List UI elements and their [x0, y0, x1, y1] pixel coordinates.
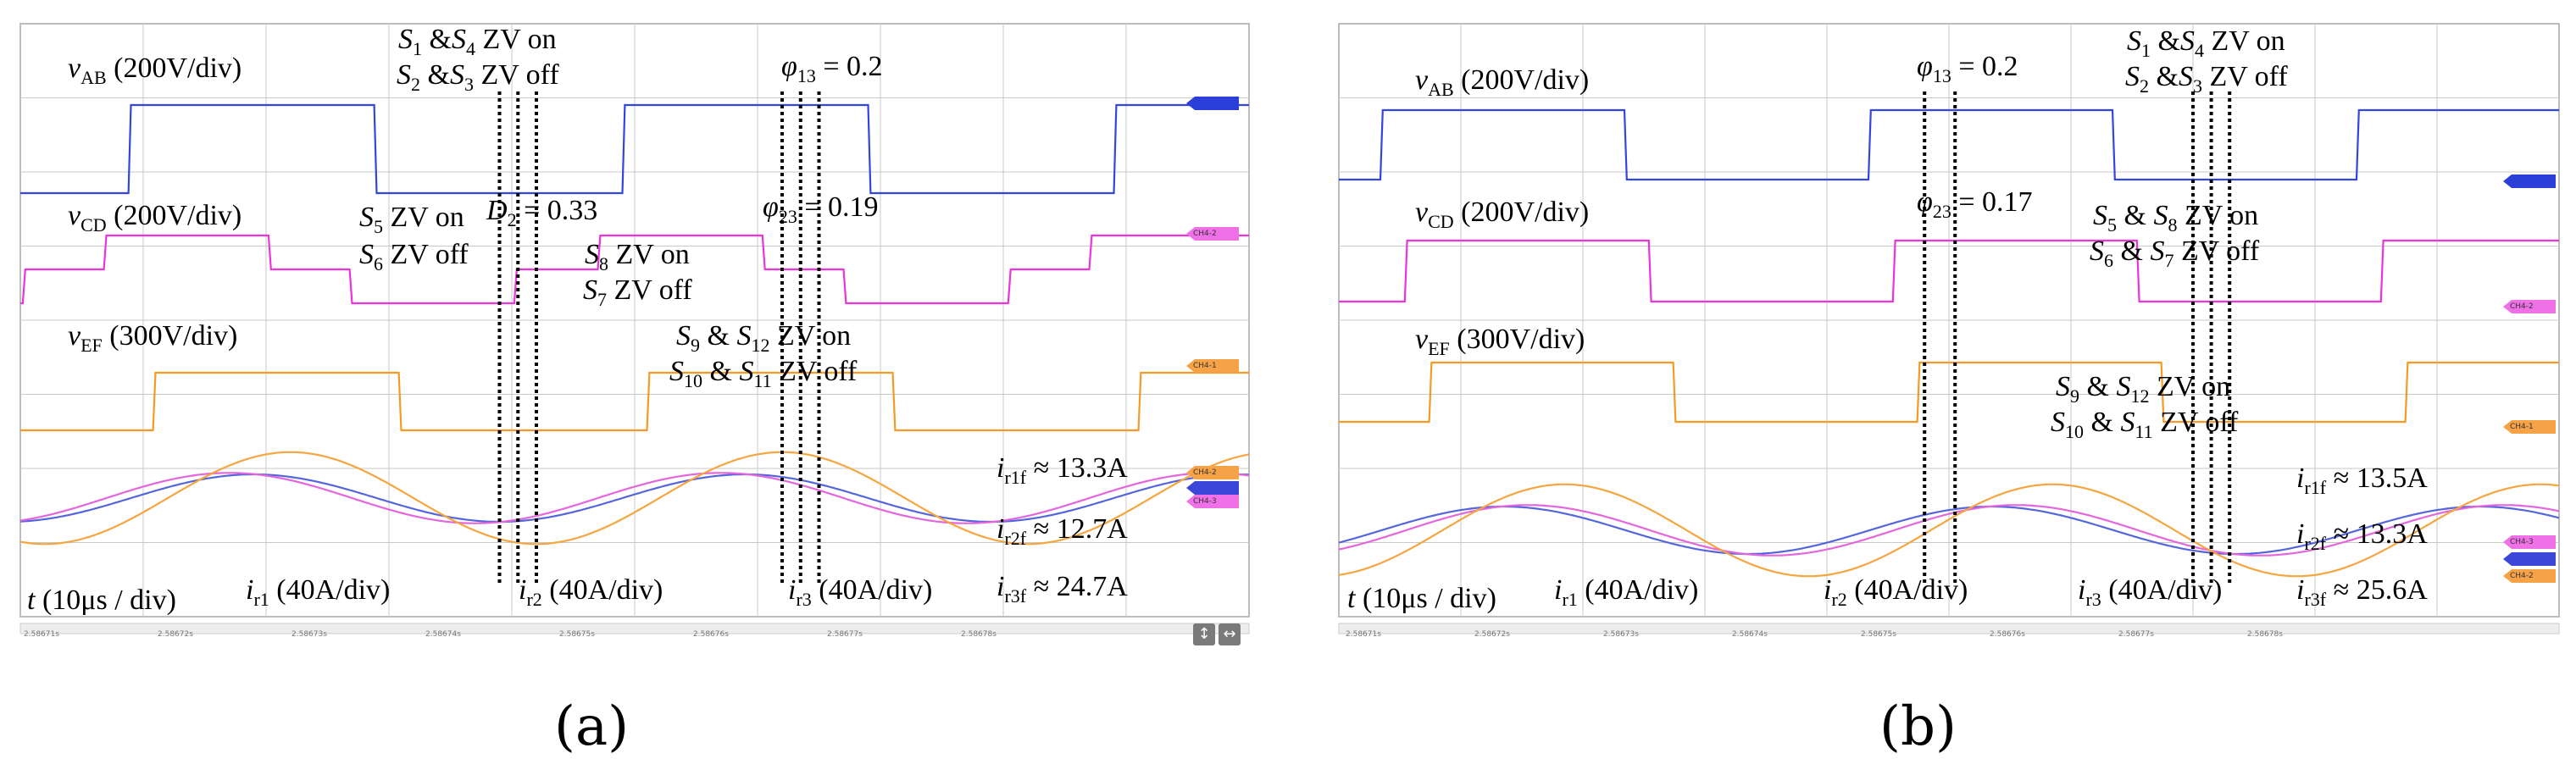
- rms-ir2-a: ir2f ≈ 12.7A: [997, 513, 1128, 549]
- trace-vab-a: [20, 103, 1249, 195]
- label-vef-b: vEF (300V/div): [1415, 324, 1585, 359]
- tick-a-4: 2.58675s: [559, 630, 595, 639]
- label-vab-b: vAB (200V/div): [1415, 64, 1590, 100]
- tick-a-7: 2.58678s: [961, 630, 997, 639]
- channel-tag-a-ir1: [1186, 481, 1239, 495]
- annot-s6-a: S6 ZV off: [359, 239, 469, 274]
- tick-b-5: 2.58676s: [1990, 630, 2025, 639]
- channel-tag-b-vab: [2503, 174, 2556, 188]
- tick-b-6: 2.58677s: [2118, 630, 2154, 639]
- label-ir3-a: ir3 (40A/div): [788, 574, 933, 610]
- label-vcd-a: vCD (200V/div): [68, 200, 242, 235]
- horizontal-cursor-button[interactable]: ↔: [1219, 623, 1241, 645]
- tick-a-0: 2.58671s: [24, 630, 59, 639]
- annot-phi23-a: φ23 = 0.19: [763, 191, 879, 227]
- tick-b-1: 2.58672s: [1474, 630, 1510, 639]
- trace-vef-b: [1339, 361, 2559, 424]
- annot-s5-a: S5 ZV on: [359, 202, 464, 237]
- caption-b: (b): [1879, 695, 1957, 758]
- time-axis-strip-b: [1338, 623, 2560, 634]
- trace-ir1-a: [19, 473, 1250, 523]
- annot-s1s4-b: S1 &S4 ZV on: [2127, 25, 2285, 61]
- trace-ir3-b: [1338, 483, 2560, 578]
- label-ir3-b: ir3 (40A/div): [2078, 574, 2223, 610]
- annot-s9s12-a: S9 & S12 ZV on: [676, 320, 852, 356]
- tick-b-3: 2.58674s: [1732, 630, 1768, 639]
- tick-a-5: 2.58676s: [693, 630, 729, 639]
- annot-s2s3-a: S2 &S3 ZV off: [397, 59, 559, 95]
- trace-vcd-b: [1339, 239, 2559, 303]
- annot-d2-a: D2 = 0.33: [486, 195, 598, 230]
- channel-tag-a-vab: [1186, 97, 1239, 110]
- channel-tag-a-ir3: CH4-2: [1186, 466, 1239, 479]
- annot-s7-a: S7 ZV off: [583, 274, 692, 310]
- tick-a-3: 2.58674s: [425, 630, 461, 639]
- tick-b-7: 2.58678s: [2247, 630, 2283, 639]
- label-time-a: t (10μs / div): [27, 584, 176, 616]
- tick-a-6: 2.58677s: [827, 630, 863, 639]
- annot-s5s8-b: S5 & S8 ZV on: [2093, 200, 2259, 235]
- label-vcd-b: vCD (200V/div): [1415, 197, 1590, 232]
- annot-phi13-b: φ13 = 0.2: [1917, 51, 2018, 86]
- rms-ir2-b: ir2f ≈ 13.3A: [2296, 518, 2428, 554]
- annot-s1s4-a: S1 &S4 ZV on: [398, 24, 557, 59]
- label-vef-a: vEF (300V/div): [68, 320, 238, 356]
- trace-ir1-b: [1338, 505, 2560, 556]
- label-ir2-b: ir2 (40A/div): [1824, 574, 1968, 610]
- annot-s10s11-b: S10 & S11 ZV off: [2051, 407, 2239, 442]
- trace-vef-a: [20, 371, 1249, 432]
- rms-ir3-b: ir3f ≈ 25.6A: [2296, 574, 2428, 610]
- channel-tag-b-ir3: CH4-2: [2503, 569, 2556, 583]
- rms-ir1-b: ir1f ≈ 13.5A: [2296, 463, 2428, 498]
- channel-tag-a-ir2: CH4-3: [1186, 495, 1239, 508]
- time-axis-strip-a: [19, 623, 1250, 634]
- label-ir2-a: ir2 (40A/div): [519, 574, 663, 610]
- channel-tag-b-vef: CH4-1: [2503, 420, 2556, 434]
- trace-ir3-a: [19, 451, 1250, 546]
- tick-b-2: 2.58673s: [1603, 630, 1639, 639]
- annot-s9s12-b: S9 & S12 ZV on: [2056, 371, 2231, 407]
- channel-tag-a-vef: CH4-1: [1186, 359, 1239, 373]
- annot-phi23-b: φ23 = 0.17: [1917, 186, 2033, 222]
- cursor-toggle-button[interactable]: ↕: [1193, 623, 1215, 645]
- annot-s8-a: S8 ZV on: [585, 239, 690, 274]
- channel-tag-b-ir1: [2503, 552, 2556, 566]
- annot-s6s7-b: S6 & S7 ZV off: [2090, 235, 2260, 271]
- label-time-b: t (10μs / div): [1347, 583, 1496, 614]
- channel-tag-a-vcd: CH4-2: [1186, 227, 1239, 241]
- tick-b-0: 2.58671s: [1346, 630, 1381, 639]
- tick-b-4: 2.58675s: [1861, 630, 1896, 639]
- tick-a-2: 2.58673s: [291, 630, 327, 639]
- annot-phi13-a: φ13 = 0.2: [781, 51, 883, 86]
- tick-a-1: 2.58672s: [158, 630, 193, 639]
- trace-vcd-a: [20, 234, 1249, 305]
- channel-tag-b-ir2: CH4-3: [2503, 535, 2556, 549]
- annot-s10s11-a: S10 & S11 ZV off: [669, 356, 858, 391]
- trace-vab-b: [1339, 108, 2559, 181]
- annot-s2s3-b: S2 &S3 ZV off: [2125, 61, 2288, 97]
- label-vab-a: vAB (200V/div): [68, 53, 242, 88]
- caption-a: (a): [554, 695, 630, 758]
- channel-tag-b-vcd: CH4-2: [2503, 300, 2556, 313]
- label-ir1-b: ir1 (40A/div): [1554, 574, 1699, 610]
- rms-ir3-a: ir3f ≈ 24.7A: [997, 571, 1128, 607]
- trace-ir2-b: [1338, 504, 2560, 557]
- label-ir1-a: ir1 (40A/div): [246, 574, 391, 610]
- trace-ir2-a: [19, 472, 1250, 524]
- rms-ir1-a: ir1f ≈ 13.3A: [997, 452, 1128, 488]
